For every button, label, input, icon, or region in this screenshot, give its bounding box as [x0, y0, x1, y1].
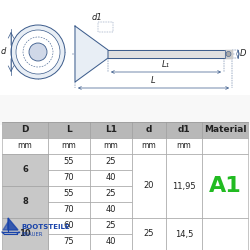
- Text: 60: 60: [64, 222, 74, 230]
- Bar: [48, 218, 90, 234]
- Bar: [48, 138, 90, 154]
- Bar: [2, 218, 48, 250]
- Circle shape: [29, 43, 47, 61]
- Text: mm: mm: [18, 142, 32, 150]
- Text: 55: 55: [64, 158, 74, 166]
- Text: BRAUER: BRAUER: [21, 232, 42, 236]
- Bar: [202, 138, 248, 154]
- Text: 55: 55: [64, 190, 74, 198]
- Bar: [48, 186, 90, 202]
- Bar: [132, 154, 166, 218]
- Circle shape: [226, 52, 231, 57]
- Bar: [2, 138, 48, 154]
- Text: 25: 25: [144, 230, 154, 238]
- Bar: [202, 218, 248, 250]
- Bar: [48, 202, 90, 218]
- Text: BOOTSTEILE: BOOTSTEILE: [21, 224, 70, 230]
- Text: d1: d1: [91, 14, 102, 22]
- Polygon shape: [8, 218, 18, 230]
- Bar: [48, 122, 90, 138]
- Bar: [90, 202, 132, 218]
- Bar: [202, 122, 248, 138]
- Bar: [48, 154, 90, 170]
- Bar: [132, 122, 166, 138]
- Polygon shape: [108, 50, 232, 58]
- Bar: [48, 234, 90, 250]
- Bar: [90, 218, 132, 234]
- Text: mm: mm: [62, 142, 76, 150]
- Text: D: D: [240, 50, 246, 58]
- Text: L₁: L₁: [162, 60, 170, 69]
- Text: 70: 70: [64, 174, 74, 182]
- Text: 25: 25: [106, 190, 116, 198]
- Bar: [2, 122, 48, 138]
- Text: 25: 25: [106, 222, 116, 230]
- Polygon shape: [3, 222, 8, 230]
- Circle shape: [16, 30, 60, 74]
- Text: mm: mm: [104, 142, 118, 150]
- Text: 40: 40: [106, 206, 116, 214]
- Bar: [202, 154, 248, 218]
- Text: 25: 25: [106, 158, 116, 166]
- Bar: [90, 122, 132, 138]
- Text: L1: L1: [105, 126, 117, 134]
- Text: Material: Material: [204, 126, 246, 134]
- Bar: [132, 218, 166, 250]
- Bar: [48, 170, 90, 186]
- Text: 8: 8: [22, 198, 28, 206]
- Circle shape: [11, 25, 65, 79]
- Text: mm: mm: [142, 142, 156, 150]
- Text: L: L: [66, 126, 72, 134]
- Text: d: d: [146, 126, 152, 134]
- Text: 11,95: 11,95: [172, 182, 196, 190]
- Text: mm: mm: [176, 142, 192, 150]
- Text: 10: 10: [19, 230, 31, 238]
- Bar: [2, 186, 48, 218]
- Text: A1: A1: [208, 176, 242, 196]
- Polygon shape: [75, 26, 108, 82]
- Text: L: L: [151, 76, 156, 85]
- Bar: [90, 170, 132, 186]
- Bar: [90, 186, 132, 202]
- Text: 75: 75: [64, 238, 74, 246]
- Bar: [2, 154, 48, 186]
- Text: 14,5: 14,5: [175, 230, 193, 238]
- Text: d: d: [0, 48, 6, 56]
- Text: 40: 40: [106, 174, 116, 182]
- Bar: [166, 218, 202, 250]
- Bar: [90, 154, 132, 170]
- Polygon shape: [225, 50, 232, 58]
- Bar: [90, 138, 132, 154]
- Text: 6: 6: [22, 166, 28, 174]
- Text: 70: 70: [64, 206, 74, 214]
- Text: 20: 20: [144, 182, 154, 190]
- Bar: [166, 122, 202, 138]
- Text: 40: 40: [106, 238, 116, 246]
- Bar: [166, 138, 202, 154]
- Text: d1: d1: [178, 126, 190, 134]
- Bar: [166, 154, 202, 218]
- Bar: [132, 138, 166, 154]
- Bar: [0, 95, 250, 125]
- Bar: [90, 234, 132, 250]
- Text: D: D: [21, 126, 29, 134]
